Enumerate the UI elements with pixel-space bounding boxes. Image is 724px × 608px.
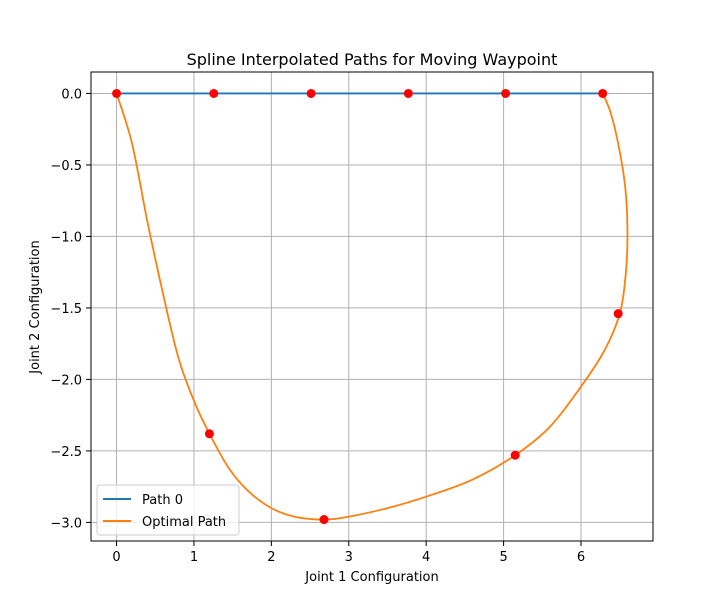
plot-frame	[90, 71, 654, 542]
waypoint-marker	[306, 88, 316, 98]
waypoint-marker	[501, 88, 511, 98]
x-tick-label: 4	[422, 550, 430, 565]
x-tick-label: 3	[345, 550, 353, 565]
y-tick-label: 0.0	[61, 87, 82, 102]
y-axis-label: Joint 2 Configuration	[28, 240, 43, 374]
series-line-1	[115, 93, 629, 521]
waypoint-marker	[204, 429, 214, 439]
legend-label-path-0: Path 0	[142, 493, 183, 508]
waypoint-marker	[598, 88, 608, 98]
waypoint-marker	[209, 88, 219, 98]
x-tick-label: 1	[190, 550, 198, 565]
legend-box	[96, 484, 240, 536]
waypoints	[112, 88, 623, 525]
waypoint-marker	[403, 88, 413, 98]
y-tick-label: −1.5	[50, 302, 82, 317]
x-tick-label: 5	[499, 550, 507, 565]
waypoint-marker	[510, 450, 520, 460]
grid	[91, 72, 653, 541]
y-tick-label: −3.0	[50, 516, 82, 531]
waypoint-marker	[112, 88, 122, 98]
legend: Path 0 Optimal Path	[96, 484, 240, 536]
y-tick-label: −0.5	[50, 159, 82, 174]
y-tick-label: −2.5	[50, 445, 82, 460]
y-tick-label: −1.0	[50, 230, 82, 245]
x-axis-label: Joint 1 Configuration	[304, 570, 438, 585]
y-tick-label: −2.0	[50, 373, 82, 388]
x-tick-label: 0	[112, 550, 120, 565]
x-tick-label: 2	[267, 550, 275, 565]
waypoint-marker	[613, 309, 623, 319]
x-tick-label: 6	[577, 550, 585, 565]
ticks: 0 1 2 3 4 5 6 0.0 −0.5 −1.0 −1.5 −2.0 −2.5 −3.0	[50, 87, 585, 565]
series-layer	[115, 92, 629, 521]
legend-label-optimal-path: Optimal Path	[142, 515, 226, 530]
chart-title: Spline Interpolated Paths for Moving Way…	[187, 50, 558, 69]
waypoint-marker	[319, 515, 329, 525]
